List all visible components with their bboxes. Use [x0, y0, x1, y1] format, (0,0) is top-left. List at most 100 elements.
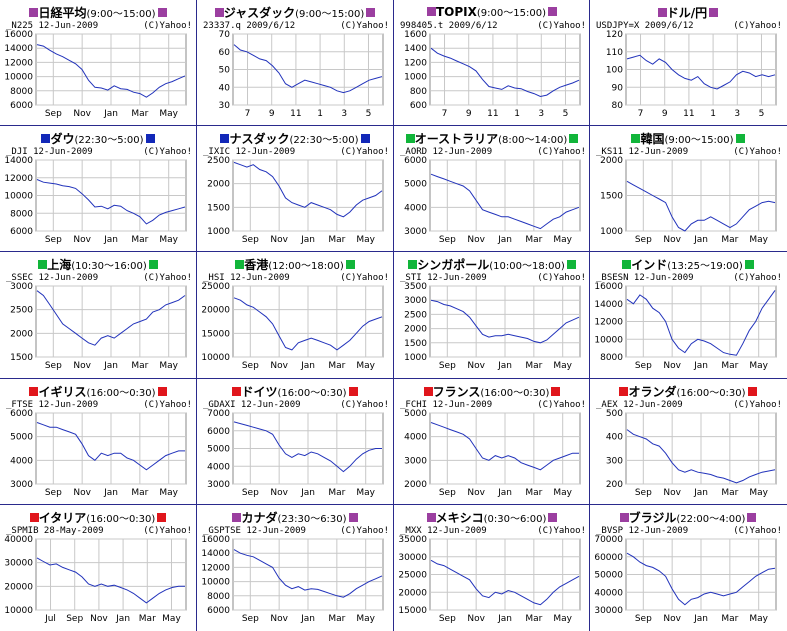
- y-tick-label: 10000: [201, 353, 230, 363]
- market-panel[interactable]: インド(13:25～19:00) _BSESN 12-Jun-2009 (C)Yah…: [590, 252, 786, 377]
- x-tick-label: Jan: [693, 235, 708, 245]
- market-panel[interactable]: TOPIX(9:00～15:00) 998405.t 2009/6/12 (C)Ya…: [394, 0, 590, 125]
- y-tick-label: 400: [606, 433, 623, 443]
- x-tick-label: Sep: [45, 488, 62, 498]
- x-tick-label: Jan: [300, 614, 315, 624]
- chart-title: ドイツ(16:00～0:30): [197, 383, 393, 399]
- marker-square-icon: [744, 260, 754, 269]
- y-tick-label: 1000: [404, 73, 427, 83]
- market-panel[interactable]: ドル/円 USDJPY=X 2009/6/12 (C)Yahoo! 80 90 100 11…: [590, 0, 786, 125]
- trading-hours: (23:30～6:30): [277, 514, 347, 525]
- x-tick-label: May: [159, 361, 178, 371]
- marker-square-icon: [657, 8, 667, 17]
- x-tick-label: Sep: [635, 614, 652, 624]
- chart-subtitle: _AEX 12-Jun-2009 (C)Yahoo!: [596, 400, 782, 410]
- x-tick-label: Nov: [663, 361, 681, 371]
- x-tick-label: Sep: [439, 235, 456, 245]
- price-line: [36, 179, 186, 225]
- market-panel[interactable]: メキシコ(0:30～6:00) _MXX 12-Jun-2009 (C)Yahoo!…: [394, 505, 590, 630]
- market-name: ナスダック: [229, 132, 290, 146]
- x-tick-label: Mar: [525, 488, 542, 498]
- x-tick-label: May: [162, 614, 181, 624]
- market-name: ジャスダック: [223, 6, 296, 20]
- credit-label: (C)Yahoo!: [733, 21, 782, 31]
- chart-title: TOPIX(9:00～15:00): [394, 4, 590, 20]
- chart-subtitle: _SPMIB 28-May-2009 (C)Yahoo!: [6, 526, 192, 536]
- trading-hours: (10:00～18:00): [489, 261, 565, 272]
- y-tick-label: 10000: [594, 335, 623, 345]
- x-tick-label: Sep: [439, 488, 456, 498]
- y-tick-label: 70000: [594, 535, 623, 545]
- market-panel[interactable]: オランダ(16:00～0:30) _AEX 12-Jun-2009 (C)Yahoo…: [590, 379, 786, 504]
- marker-square-icon: [619, 513, 629, 522]
- column-divider: [393, 0, 394, 631]
- x-tick-label: Sep: [242, 235, 259, 245]
- y-tick-label: 60: [219, 48, 231, 58]
- trading-hours: (22:30～5:00): [289, 135, 359, 146]
- market-panel[interactable]: ナスダック(22:30～5:00) _IXIC 12-Jun-2009 (C)Yah…: [197, 126, 393, 251]
- line-chart: 3000 4000 5000 6000 Sep Nov Jan Mar May: [10, 409, 187, 498]
- market-panel[interactable]: シンガポール(10:00～18:00) _STI 12-Jun-2009 (C)Ya…: [394, 252, 590, 377]
- chart-subtitle: _SSEC 12-Jun-2009 (C)Yahoo!: [6, 273, 192, 283]
- chart-subtitle: _N225 12-Jun-2009 (C)Yahoo!: [6, 21, 192, 31]
- x-tick-label: 3: [734, 109, 740, 119]
- market-panel[interactable]: ドイツ(16:00～0:30) _GDAXI 12-Jun-2009 (C)Yaho…: [197, 379, 393, 504]
- x-tick-label: May: [553, 488, 572, 498]
- trading-hours: (10:30～16:00): [71, 261, 147, 272]
- market-panel[interactable]: ジャスダック(9:00～15:00) 23337.q 2009/6/12 (C)Ya…: [197, 0, 393, 125]
- chart-title: ナスダック(22:30～5:00): [197, 130, 393, 146]
- y-tick-label: 2000: [404, 480, 427, 490]
- price-line: [430, 47, 580, 98]
- chart-subtitle: _AORD 12-Jun-2009 (C)Yahoo!: [400, 147, 586, 157]
- market-panel[interactable]: オーストラリア(8:00～14:00) _AORD 12-Jun-2009 (C)Y…: [394, 126, 590, 251]
- trading-hours: (12:00～18:00): [268, 261, 344, 272]
- market-name: ドイツ: [241, 385, 278, 399]
- marker-square-icon: [619, 387, 629, 396]
- x-tick-label: Sep: [66, 614, 83, 624]
- market-panel[interactable]: イタリア(16:00～0:30) _SPMIB 28-May-2009 (C)Yah…: [0, 505, 196, 630]
- chart-title: カナダ(23:30～6:30): [197, 509, 393, 525]
- line-chart: 1000 1500 2000 2500 3000 3500 Sep Nov Jan Mar May: [404, 282, 581, 371]
- market-panel[interactable]: 上海(10:30～16:00) _SSEC 12-Jun-2009 (C)Yahoo…: [0, 252, 196, 377]
- price-line: [626, 290, 776, 356]
- market-panel[interactable]: ブラジル(22:00～4:00) _BVSP 12-Jun-2009 (C)Yaho…: [590, 505, 786, 630]
- symbol-date: _GSPTSE 12-Jun-2009: [203, 526, 306, 536]
- market-panel[interactable]: カナダ(23:30～6:30) _GSPTSE 12-Jun-2009 (C)Yah…: [197, 505, 393, 630]
- market-panel[interactable]: 日経平均(9:00～15:00) _N225 12-Jun-2009 (C)Yaho…: [0, 0, 196, 125]
- y-tick-label: 10000: [4, 606, 33, 616]
- market-panel[interactable]: フランス(16:00～0:30) _FCHI 12-Jun-2009 (C)Yaho…: [394, 379, 590, 504]
- y-tick-label: 110: [606, 48, 623, 58]
- y-tick-label: 20000: [201, 306, 230, 316]
- marker-square-icon: [426, 513, 436, 522]
- x-tick-label: 7: [442, 109, 448, 119]
- market-panel[interactable]: 韓国(9:00～15:00) _KS11 12-Jun-2009 (C)Yahoo!…: [590, 126, 786, 251]
- x-tick-label: 1: [514, 109, 520, 119]
- market-panel[interactable]: イギリス(16:00～0:30) _FTSE 12-Jun-2009 (C)Yaho…: [0, 379, 196, 504]
- market-name: TOPIX: [436, 5, 477, 19]
- market-panel[interactable]: ダウ(22:30～5:00) _DJI 12-Jun-2009 (C)Yahoo! 6…: [0, 126, 196, 251]
- y-tick-label: 10000: [4, 73, 33, 83]
- credit-label: (C)Yahoo!: [340, 526, 389, 536]
- y-tick-label: 50000: [594, 571, 623, 581]
- line-chart: 200 300 400 500 Sep Nov Jan Mar May: [606, 409, 777, 498]
- trading-hours: (9:00～15:00): [86, 9, 156, 20]
- y-tick-label: 100: [606, 66, 623, 76]
- marker-square-icon: [235, 260, 245, 269]
- chart-title: 日経平均(9:00～15:00): [0, 4, 196, 20]
- credit-label: (C)Yahoo!: [143, 400, 192, 410]
- y-tick-label: 2000: [600, 156, 623, 166]
- x-tick-label: Nov: [90, 614, 108, 624]
- y-tick-label: 25000: [201, 282, 230, 292]
- y-tick-label: 12000: [4, 58, 33, 68]
- line-chart: 6000 8000 10000 12000 14000 16000 Sep Nov Jan Mar…: [4, 30, 187, 119]
- trading-hours: (8:00～14:00): [498, 135, 568, 146]
- x-tick-label: Mar: [328, 235, 345, 245]
- y-tick-label: 2000: [10, 329, 33, 339]
- x-tick-label: Nov: [270, 235, 288, 245]
- symbol-date: _KS11 12-Jun-2009: [596, 147, 689, 157]
- symbol-date: _GDAXI 12-Jun-2009: [203, 400, 301, 410]
- market-panel[interactable]: 香港(12:00～18:00) _HSI 12-Jun-2009 (C)Yahoo!…: [197, 252, 393, 377]
- credit-label: (C)Yahoo!: [733, 526, 782, 536]
- marker-square-icon: [551, 387, 561, 396]
- x-tick-label: 1: [317, 109, 323, 119]
